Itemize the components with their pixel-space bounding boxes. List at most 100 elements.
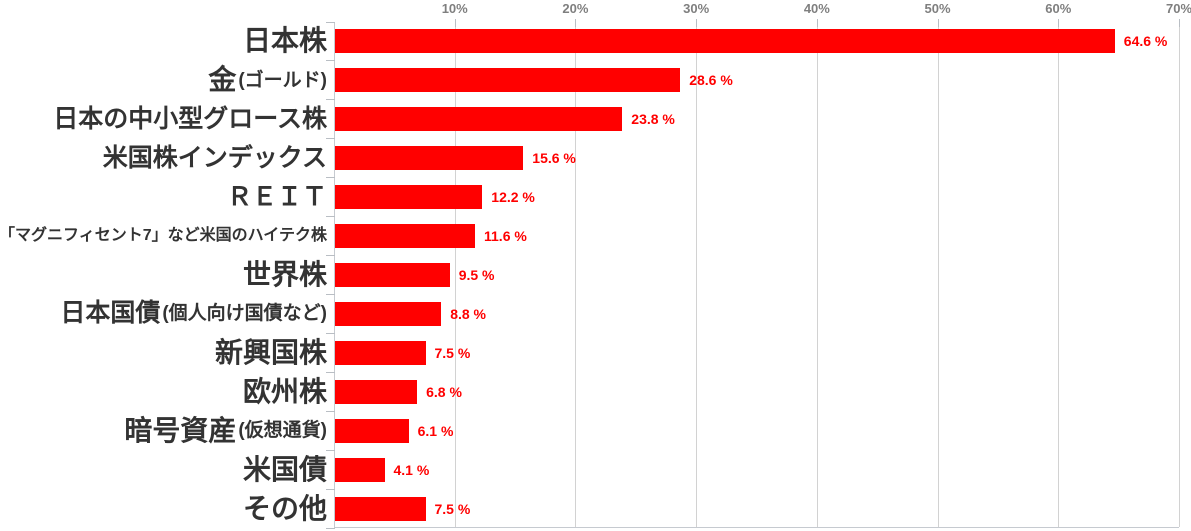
y-axis-tick-mark	[326, 293, 335, 295]
bar	[335, 262, 450, 287]
bar-value-label: 6.8 %	[426, 383, 462, 400]
gridline	[937, 22, 939, 527]
y-axis-tick-mark	[326, 332, 335, 334]
bar-zone: 6.1 %	[335, 411, 1191, 450]
chart-row: 新興国株 7.5 %	[0, 333, 1191, 372]
bar-zone: 4.1 %	[335, 450, 1191, 489]
x-axis-tick-mark	[816, 19, 818, 27]
gridline	[1058, 22, 1060, 527]
chart-row: その他 7.5 %	[0, 489, 1191, 528]
category-label: 暗号資産 (仮想通貨)	[0, 414, 335, 446]
chart-row: 日本の中小型グロース株 23.8 %	[0, 100, 1191, 139]
x-axis-tick-mark	[575, 19, 577, 27]
bar-value-label: 12.2 %	[491, 189, 535, 206]
gridline	[454, 22, 456, 527]
category-label-main: ＲＥＩＴ	[226, 182, 327, 211]
bar-value-label: 11.6 %	[484, 228, 527, 245]
x-axis-tick-label: 40%	[803, 1, 830, 16]
category-label-main: 日本の中小型グロース株	[53, 104, 327, 133]
bar-value-label: 23.8 %	[631, 111, 675, 128]
x-axis-tick-label: 70%	[1165, 1, 1191, 16]
bar-value-label: 4.1 %	[393, 461, 430, 478]
category-label: 新興国株	[0, 336, 335, 368]
category-label: 日本の中小型グロース株	[0, 104, 335, 133]
bar	[335, 224, 475, 249]
x-axis-tick-label: 50%	[924, 1, 951, 16]
x-axis-tick-mark	[1179, 19, 1180, 27]
category-label: 金 (ゴールド)	[0, 66, 335, 94]
category-label-sub: (ゴールド)	[238, 69, 327, 91]
y-axis-tick-mark	[326, 371, 335, 373]
category-label-main: 「マグニフィセント7」など米国のハイテク株	[0, 227, 327, 245]
bar-value-label: 8.8 %	[450, 305, 486, 322]
y-axis-tick-mark	[326, 255, 335, 257]
bar-zone: 64.6 %	[335, 22, 1191, 61]
chart-rows: 日本株 64.6 % 金 (ゴールド) 28.6 % 日本の中小型グロース株 23.8 % 米…	[0, 22, 1191, 528]
category-label-main: 米国債	[242, 453, 327, 485]
category-label-main: 暗号資産	[124, 414, 237, 446]
x-axis-tick-mark	[937, 19, 939, 27]
bar	[335, 418, 409, 443]
y-axis-tick-mark	[326, 216, 335, 218]
bar	[335, 340, 426, 365]
bar-zone: 6.8 %	[335, 372, 1191, 411]
category-label: 米国株インデックス	[0, 143, 335, 172]
bar	[335, 496, 426, 521]
category-label-main: 日本株	[242, 25, 327, 57]
y-axis-tick-mark	[326, 410, 335, 412]
bar-value-label: 28.6 %	[689, 72, 733, 89]
bar-zone: 7.5 %	[335, 333, 1191, 372]
category-label-main: 米国株インデックス	[102, 143, 327, 172]
bar	[335, 379, 418, 404]
x-axis-tick-mark	[1058, 19, 1060, 27]
category-label: 米国債	[0, 453, 335, 485]
bar-zone: 11.6 %	[335, 217, 1191, 256]
bar	[335, 29, 1115, 54]
gridline	[1179, 22, 1180, 527]
category-label-main: 欧州株	[242, 375, 327, 407]
x-axis-tick-label: 10%	[441, 1, 468, 16]
bar-zone: 7.5 %	[335, 489, 1191, 528]
y-axis-tick-mark	[326, 177, 335, 179]
category-label-main: 日本国債	[60, 299, 161, 328]
x-axis-tick-label: 20%	[562, 1, 589, 16]
y-axis-tick-mark	[326, 21, 335, 23]
bar-zone: 15.6 %	[335, 139, 1191, 178]
category-label: ＲＥＩＴ	[0, 182, 335, 211]
x-axis-tick-label: 30%	[683, 1, 710, 16]
category-label-sub: (仮想通貨)	[238, 420, 327, 442]
bar-zone: 9.5 %	[335, 256, 1191, 295]
category-label-sub: (個人向け国債など)	[162, 303, 327, 325]
bar	[335, 457, 385, 482]
category-label: 世界株	[0, 258, 335, 290]
x-axis-tick-label: 60%	[1045, 1, 1072, 16]
bar	[335, 146, 524, 171]
chart-row: 暗号資産 (仮想通貨) 6.1 %	[0, 411, 1191, 450]
bar-zone: 12.2 %	[335, 178, 1191, 217]
plot-area	[334, 22, 1180, 528]
x-axis-tick-mark	[696, 19, 698, 27]
y-axis-tick-mark	[326, 99, 335, 101]
category-label: 日本株	[0, 27, 335, 55]
bar-value-label: 6.1 %	[417, 422, 454, 439]
bar	[335, 107, 623, 132]
chart-row: 米国株インデックス 15.6 %	[0, 139, 1191, 178]
chart-row: 日本株 64.6 %	[0, 22, 1191, 61]
bar-value-label: 15.6 %	[532, 150, 576, 167]
category-label-main: 新興国株	[214, 336, 327, 368]
category-label-main: 世界株	[242, 258, 327, 290]
bar-zone: 28.6 %	[335, 61, 1191, 100]
chart-row: 金 (ゴールド) 28.6 %	[0, 61, 1191, 100]
bar	[335, 301, 442, 326]
category-label-main: 金	[208, 64, 237, 96]
gridline	[575, 22, 577, 527]
x-axis-tick-mark	[454, 19, 456, 27]
bar-value-label: 64.6 %	[1123, 33, 1168, 50]
y-axis-tick-mark	[326, 138, 335, 140]
category-label: 「マグニフィセント7」など米国のハイテク株	[0, 228, 335, 244]
category-label: 日本国債 (個人向け国債など)	[0, 301, 335, 326]
chart-row: 日本国債 (個人向け国債など) 8.8 %	[0, 294, 1191, 333]
chart-row: 欧州株 6.8 %	[0, 372, 1191, 411]
y-axis-tick-mark	[326, 60, 335, 62]
bar-value-label: 7.5 %	[434, 344, 471, 361]
